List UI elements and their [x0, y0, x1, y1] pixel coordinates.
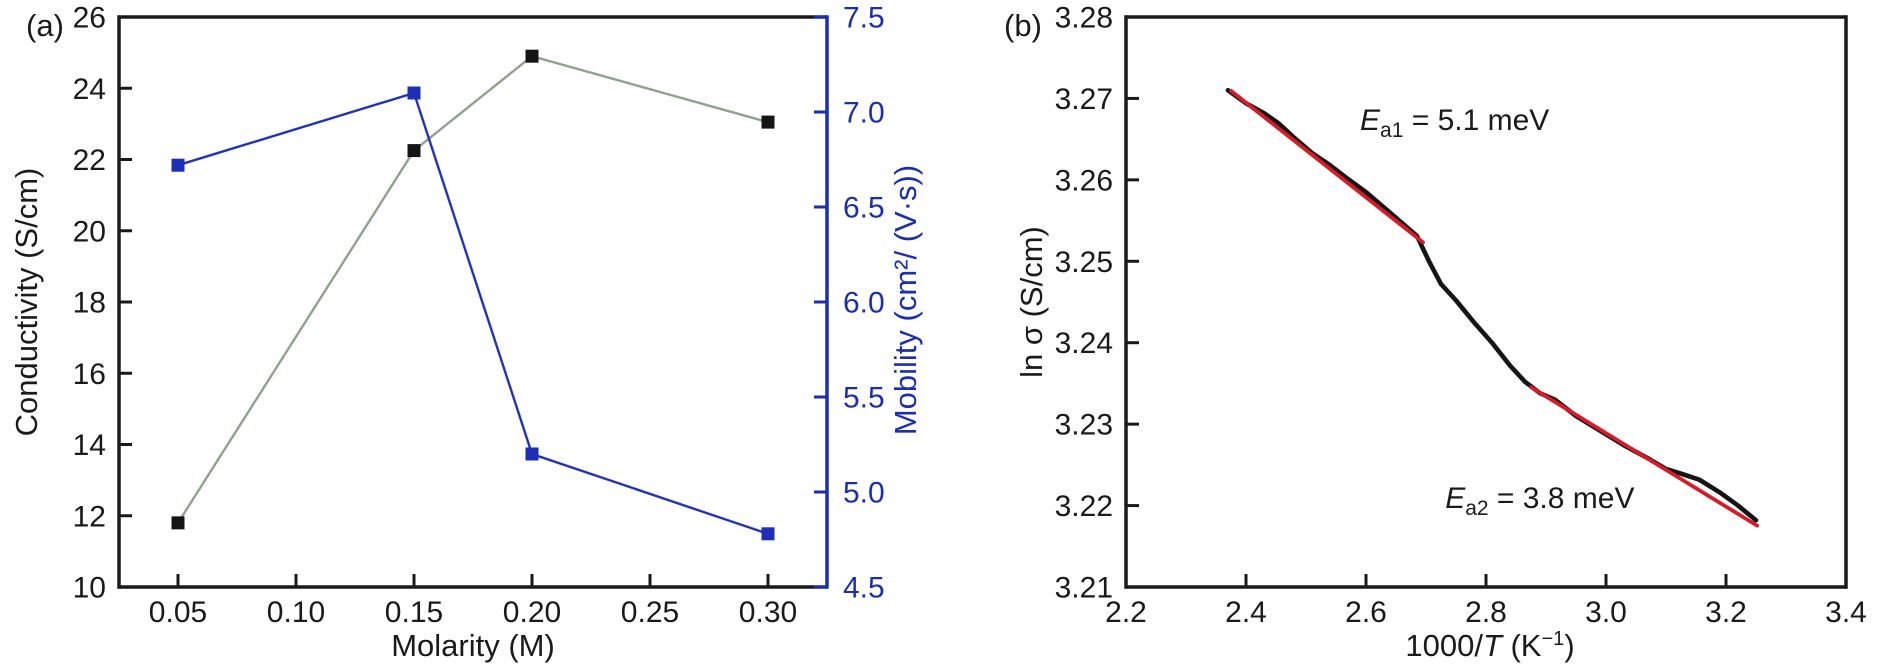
chart-b-y-tick-label: 3.24 — [1055, 327, 1113, 360]
chart-b-ylabel-ln-sigma: ln σ (S/cm) — [1014, 226, 1049, 378]
series-conductivity-line — [176, 54, 769, 524]
series-conductivity-marker — [761, 115, 775, 129]
series-conductivity-marker — [407, 144, 421, 158]
chart-a-y-tick-label-left: 10 — [73, 572, 106, 605]
chart-b-y-tick-label: 3.22 — [1055, 490, 1113, 523]
xlabel-part: −1 — [1541, 627, 1565, 650]
chart-a-y-tick-label-right: 7.0 — [843, 97, 885, 130]
series-mobility-marker — [171, 158, 185, 172]
chart-a-y-tick-label-left: 20 — [73, 215, 106, 248]
chart-a-xlabel-molarity: Molarity (M) — [391, 628, 555, 663]
xlabel-part: (K — [1501, 628, 1542, 664]
chart-a-x-tick-label: 0.10 — [267, 596, 325, 629]
series-measured-curve — [1225, 87, 1759, 523]
chart-a-y-tick-label-left: 22 — [73, 144, 106, 177]
series-fit-segment-2-red-fit-line — [1529, 385, 1760, 528]
chart-a-y-tick-label-right: 6.0 — [843, 287, 885, 320]
chart-a-y-tick-label-right: 6.5 — [843, 192, 885, 225]
xlabel-part: T — [1482, 628, 1502, 664]
chart-b-y-tick-label: 3.25 — [1055, 246, 1113, 279]
chart-b-y-tick-label: 3.28 — [1055, 2, 1113, 35]
chart-b-x-tick-label: 2.4 — [1225, 596, 1267, 629]
chart-b-x-tick-label: 3.0 — [1585, 596, 1627, 629]
chart-a-x-tick-label: 0.20 — [503, 596, 561, 629]
chart-b-xlabel-inverse-temperature: 1000/T (K−1) — [1405, 628, 1574, 664]
series-conductivity-marker — [525, 49, 539, 63]
chart-b-y-tick-label: 3.27 — [1055, 83, 1113, 116]
chart-a-y-tick-label-right: 7.5 — [843, 2, 885, 35]
series-mobility-line — [177, 91, 769, 535]
xlabel-part: ) — [1564, 628, 1575, 664]
chart-a-y-tick-label-left: 24 — [73, 73, 106, 106]
chart-a-x-tick-label: 0.25 — [621, 596, 679, 629]
annotation-subscript: a1 — [1380, 119, 1404, 143]
chart-a-y-tick-label-left: 26 — [73, 2, 106, 35]
chart-b-x-tick-label: 3.4 — [1825, 596, 1867, 629]
chart-a-y-tick-label-right: 5.5 — [843, 382, 885, 415]
annotation-ea2: Ea2 = 3.8 meV — [1445, 482, 1634, 521]
panel-label-b: (b) — [1004, 8, 1042, 43]
chart-a-y-tick-label-left: 14 — [73, 429, 106, 462]
chart-a-y-tick-label-right: 4.5 — [843, 572, 885, 605]
series-mobility-marker — [525, 447, 539, 461]
panel-label-a: (a) — [26, 8, 64, 43]
chart-a-x-tick-label: 0.15 — [385, 596, 443, 629]
annotation-value: = 3.8 meV — [1488, 482, 1635, 516]
annotation-subscript: a2 — [1465, 497, 1489, 521]
chart-b-y-tick-label: 3.21 — [1055, 572, 1113, 605]
chart-a-x-tick-label: 0.30 — [739, 596, 797, 629]
chart-a-y-tick-label-left: 12 — [73, 500, 106, 533]
chart-b-x-tick-label: 2.2 — [1105, 596, 1147, 629]
annotation-ea1: Ea1 = 5.1 meV — [1360, 104, 1549, 143]
chart-b-x-tick-label: 2.6 — [1345, 596, 1387, 629]
chart-a-ylabel-right-mobility: Mobility (cm²/ (V·s)) — [888, 164, 923, 436]
chart-b-y-tick-label: 3.23 — [1055, 409, 1113, 442]
chart-a-y-tick-label-right: 5.0 — [843, 477, 885, 510]
chart-a-y-tick-label-left: 16 — [73, 358, 106, 391]
series-mobility-marker — [407, 86, 421, 100]
chart-a-x-tick-label: 0.05 — [149, 596, 207, 629]
series-mobility-marker — [761, 527, 775, 541]
series-conductivity-marker — [171, 516, 185, 530]
chart-a-ylabel-left-conductivity: Conductivity (S/cm) — [9, 167, 44, 437]
chart-b-y-tick-label: 3.26 — [1055, 164, 1113, 197]
annotation-symbol: E — [1445, 482, 1466, 516]
xlabel-part: 1000/ — [1405, 628, 1483, 664]
chart-b-x-tick-label: 2.8 — [1465, 596, 1507, 629]
annotation-symbol: E — [1360, 104, 1381, 138]
annotation-value: = 5.1 meV — [1403, 104, 1550, 138]
chart-a-y-tick-label-left: 18 — [73, 287, 106, 320]
series-fit-segment-1-red-fit-line — [1229, 88, 1425, 245]
chart-b-x-tick-label: 3.2 — [1705, 596, 1747, 629]
